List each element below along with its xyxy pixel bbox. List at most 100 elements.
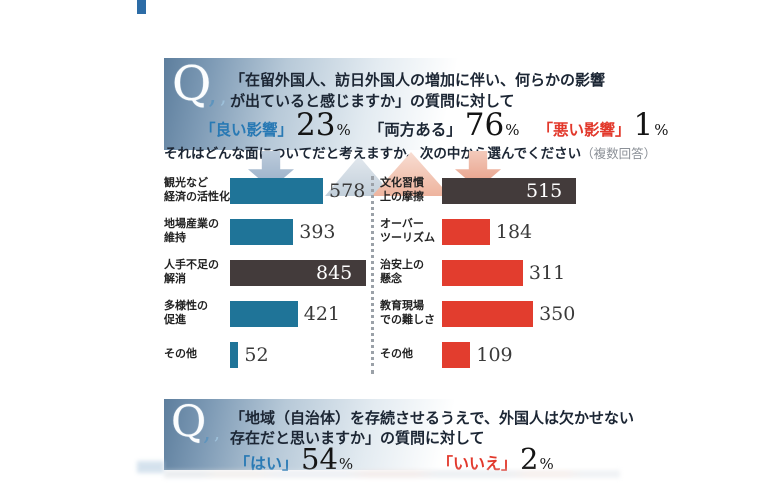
bar-label: 文化習慣 上の摩擦	[380, 177, 442, 205]
instruction-note: （複数回答）	[581, 147, 657, 161]
bar	[442, 260, 523, 286]
question1-line1: 「在留外国人、訪日外国人の増加に伴い、何らかの影響	[230, 72, 606, 89]
bar-label-line: 地場産業の	[164, 218, 219, 231]
bar-label: 治安上の 懸念	[380, 259, 442, 287]
bar-value: 311	[528, 262, 566, 284]
negative-effects-chart: 文化習慣 上の摩擦 515 オーバー ツーリズム 184 治安上の 懸念 311	[380, 177, 620, 383]
bar-track: 393	[230, 219, 366, 245]
bar-value: 393	[299, 221, 336, 243]
answer-value: 23	[296, 107, 336, 143]
chart-divider	[371, 176, 374, 374]
bar-row-highlight: 文化習慣 上の摩擦 515	[380, 177, 620, 205]
bar-label: 人手不足の 解消	[164, 259, 230, 287]
percent-sign: %	[654, 121, 669, 139]
bar	[230, 219, 294, 245]
answer-label: 「悪い影響」	[537, 122, 631, 139]
q-swoosh-icon: ,	[214, 422, 221, 444]
bar	[442, 342, 471, 368]
bar-label-line: 懸念	[380, 273, 402, 285]
answer-yes: 「はい」 54 %	[234, 445, 353, 474]
cropped-bottom-row-remnant	[164, 470, 620, 478]
bar-label-line: 維持	[164, 232, 186, 244]
bar-track: 421	[230, 301, 366, 327]
bar-label-line: ツーリズム	[380, 232, 435, 244]
instruction-text: それはどんな面についてだと考えますか。次の中から選んでください	[164, 146, 582, 161]
bar	[230, 178, 324, 204]
bar-label: 観光など 経済の活性化	[164, 177, 230, 205]
answer-good-impact: 「良い影響」 23 %	[200, 110, 351, 141]
answer-no: 「いいえ」 2 %	[437, 445, 554, 474]
question1-answers: 「良い影響」 23 % 「両方ある」 76 % 「悪い影響」 1 %	[200, 110, 686, 141]
positive-effects-chart: 観光など 経済の活性化 578 地場産業の 維持 393 人手不足の 解消 84…	[164, 177, 371, 383]
bar-track: 311	[442, 260, 576, 286]
bar-label: 地場産業の 維持	[164, 218, 230, 246]
bar-label: その他	[164, 348, 230, 362]
bar-row: 観光など 経済の活性化 578	[164, 177, 371, 205]
bar-row: 教育現場 での難しさ 350	[380, 300, 620, 328]
bar-label-line: 多様性の	[164, 300, 208, 313]
answer-value: 1	[633, 107, 654, 143]
cropped-top-remnant	[137, 0, 146, 14]
bar-row: その他 52	[164, 342, 371, 368]
answer-bad-impact: 「悪い影響」 1 %	[537, 110, 668, 141]
percent-sign: %	[336, 121, 351, 139]
bar	[442, 178, 576, 204]
percent-sign: %	[338, 455, 354, 473]
bar-label-line: 経済の活性化	[164, 191, 230, 203]
question2-block: Q , , 「地域（自治体）を存続させるうえで、外国人は欠かせない 存在だと思い…	[164, 399, 634, 474]
answer-label: 「はい」	[234, 456, 299, 473]
bar-value: 845	[316, 262, 353, 284]
answer-label: 「良い影響」	[200, 122, 294, 139]
answer-value: 76	[464, 107, 505, 143]
bar-track: 109	[442, 342, 576, 368]
answer-label: 「いいえ」	[437, 456, 518, 473]
bar-track: 578	[230, 178, 366, 204]
bar-value: 578	[329, 180, 366, 202]
q-swoosh-icon: ,	[203, 417, 211, 446]
q-icon: Q	[172, 56, 212, 112]
bar-row: オーバー ツーリズム 184	[380, 218, 620, 245]
bar-label-line: その他	[380, 348, 413, 361]
percent-sign: %	[505, 121, 520, 139]
bar-value: 109	[476, 344, 513, 366]
bar-label: 教育現場 での難しさ	[380, 300, 442, 328]
bar-track: 845	[230, 260, 366, 286]
bar-label-line: 文化習慣	[380, 177, 424, 190]
bar-label-line: 人手不足の	[164, 259, 219, 272]
bar-label: 多様性の 促進	[164, 300, 230, 328]
q-swoosh-icon: ,	[220, 84, 227, 108]
bar-label-line: 促進	[164, 314, 186, 326]
bar-value: 515	[526, 180, 563, 202]
bar-label-line: での難しさ	[380, 314, 435, 326]
cropped-bottom-left-remnant	[137, 461, 164, 473]
percent-sign: %	[539, 455, 554, 473]
bar-value: 350	[539, 303, 576, 325]
bar-label-line: オーバー	[380, 218, 424, 231]
bar-label: その他	[380, 348, 442, 362]
bar-label-line: 観光など	[164, 177, 208, 190]
bar-label-line: 解消	[164, 273, 186, 285]
bar	[230, 260, 366, 286]
bar-track: 515	[442, 178, 576, 204]
bar	[442, 301, 534, 327]
bar-track: 52	[230, 342, 366, 368]
bar-label-line: 上の摩擦	[380, 191, 424, 203]
bar-value: 184	[495, 221, 533, 243]
answer-label: 「両方ある」	[368, 122, 462, 139]
q-swoosh-icon: ,	[208, 77, 217, 110]
bar-label-line: 治安上の	[380, 259, 424, 272]
answer-value: 2	[520, 442, 539, 476]
bar	[230, 342, 239, 368]
bar-value: 421	[303, 303, 341, 325]
question2-line2: 存在だと思いますか」の質問に対して	[230, 430, 485, 447]
bar-row: 治安上の 懸念 311	[380, 259, 620, 287]
bar-row: 多様性の 促進 421	[164, 300, 371, 328]
bar-label-line: 教育現場	[380, 300, 424, 313]
bar-row: その他 109	[380, 342, 620, 368]
bar-value: 52	[244, 344, 269, 366]
bar-track: 184	[442, 219, 576, 245]
bar-row-highlight: 人手不足の 解消 845	[164, 259, 371, 287]
bar-row: 地場産業の 維持 393	[164, 218, 371, 246]
question2-line1: 「地域（自治体）を存続させるうえで、外国人は欠かせない	[230, 410, 634, 427]
bar	[230, 301, 298, 327]
